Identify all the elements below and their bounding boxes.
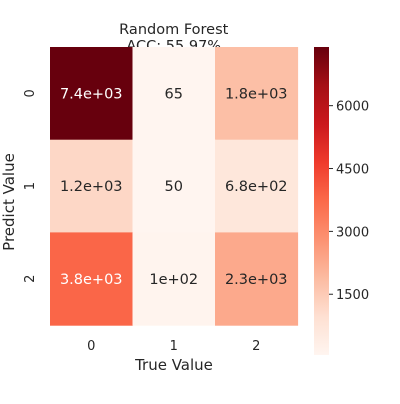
x-tick-labels: 0 1 2 bbox=[87, 339, 260, 354]
cell-annotation-2-1: 1e+02 bbox=[149, 272, 198, 288]
heatmap-cell-2-2 bbox=[215, 232, 299, 326]
y-tick-label-1: 1 bbox=[23, 182, 38, 190]
cell-annotation-1-1: 50 bbox=[165, 179, 183, 195]
heatmap-cell-0-0 bbox=[50, 47, 134, 141]
cell-annotation-0-0: 7.4e+03 bbox=[60, 86, 123, 102]
colorbar-tick-label-6000: 6000 bbox=[336, 100, 369, 115]
x-tick-label-1: 1 bbox=[170, 339, 178, 354]
heatmap-cells: 7.4e+03 65 1.8e+03 1.2e+03 50 6.8e+02 3.8e+03 1… bbox=[50, 47, 299, 326]
colorbar-tick-label-1500: 1500 bbox=[336, 288, 369, 303]
title-line-1: Random Forest bbox=[119, 22, 228, 38]
colorbar-tick-labels: 1500 3000 4500 6000 bbox=[329, 100, 369, 303]
cell-annotation-1-0: 1.2e+03 bbox=[60, 179, 123, 195]
cell-annotation-0-1: 65 bbox=[165, 86, 183, 102]
heatmap-cell-0-2 bbox=[215, 47, 299, 141]
cell-annotation-2-2: 2.3e+03 bbox=[225, 272, 288, 288]
heatmap-cell-2-0 bbox=[50, 232, 134, 326]
heatmap-cell-1-2 bbox=[215, 139, 299, 233]
heatmap-cell-2-1 bbox=[132, 232, 216, 326]
heatmap-cell-1-0 bbox=[50, 139, 134, 233]
y-tick-label-2: 2 bbox=[23, 275, 38, 283]
x-tick-label-0: 0 bbox=[87, 339, 95, 354]
heatmap-cell-0-1 bbox=[132, 47, 216, 141]
x-tick-label-2: 2 bbox=[252, 339, 260, 354]
cell-annotation-1-2: 6.8e+02 bbox=[225, 179, 288, 195]
cell-annotation-2-0: 3.8e+03 bbox=[60, 272, 123, 288]
x-axis-label: True Value bbox=[134, 356, 213, 374]
cell-annotation-0-2: 1.8e+03 bbox=[225, 86, 288, 102]
y-tick-label-0: 0 bbox=[23, 89, 38, 97]
colorbar-tick-label-3000: 3000 bbox=[336, 225, 369, 240]
y-tick-labels: 0 1 2 bbox=[23, 89, 38, 283]
heatmap-cell-1-1 bbox=[132, 139, 216, 233]
colorbar bbox=[314, 47, 329, 355]
colorbar-tick-label-4500: 4500 bbox=[336, 163, 369, 178]
y-axis-label: Predict Value bbox=[0, 153, 18, 251]
